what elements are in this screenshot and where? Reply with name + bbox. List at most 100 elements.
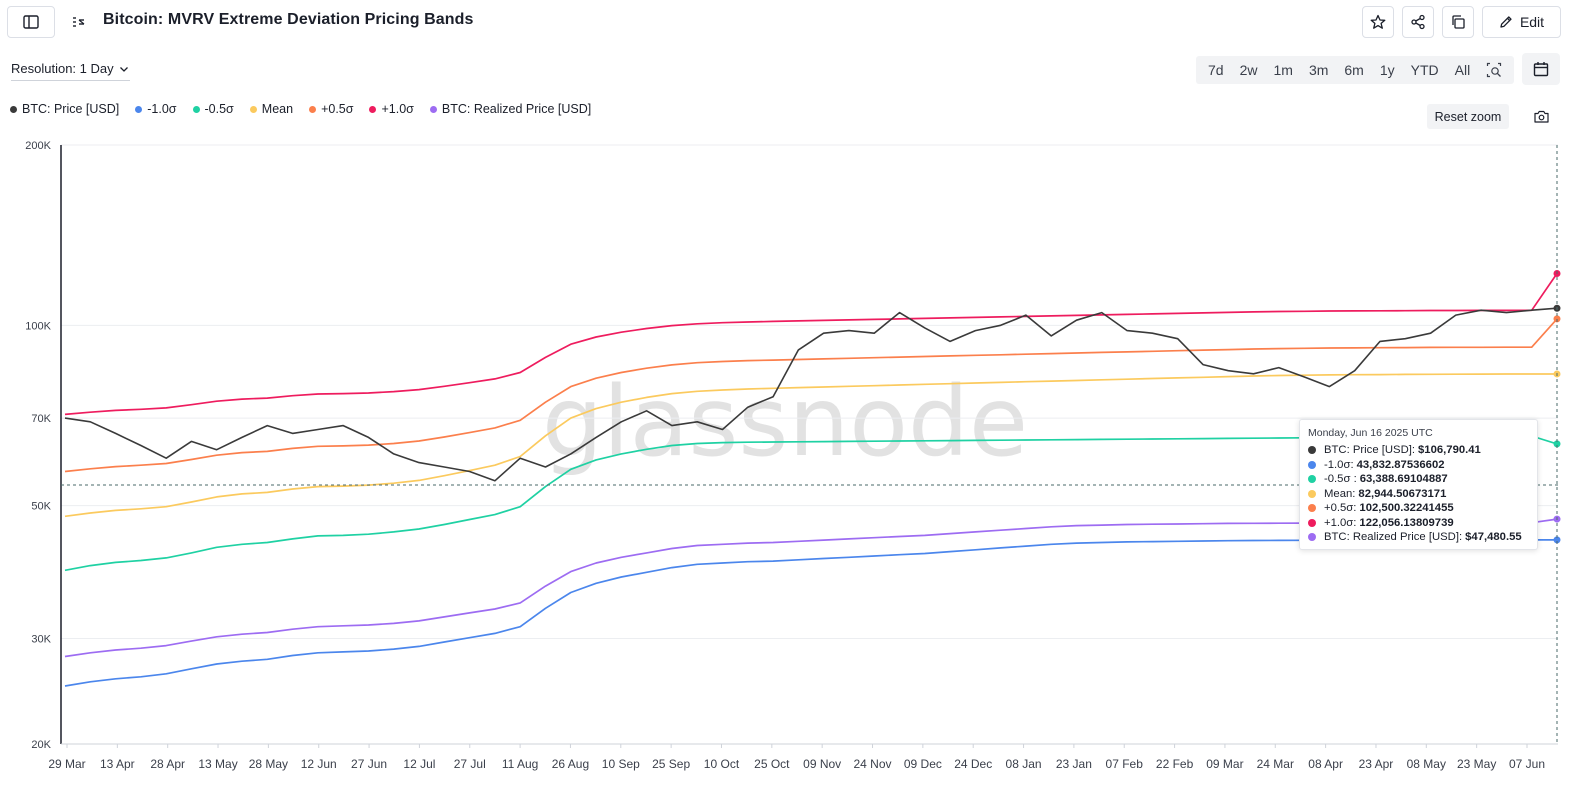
metric-list-icon[interactable]: [70, 14, 86, 30]
legend-dot: [429, 105, 437, 113]
tooltip-row: Mean: 82,944.50673171: [1308, 487, 1529, 502]
tooltip-dot: [1308, 446, 1316, 455]
camera-icon: [1533, 110, 1549, 123]
x-tick-label: 24 Mar: [1257, 757, 1294, 771]
range-ytd-button[interactable]: YTD: [1410, 62, 1439, 78]
y-tick-label: 70K: [31, 413, 51, 425]
tooltip-value: 43,832.87536602: [1356, 458, 1445, 471]
range-6m-button[interactable]: 6m: [1344, 62, 1364, 78]
share-button[interactable]: [1402, 6, 1434, 38]
legend-item-plus0-5sigma[interactable]: +0.5σ: [309, 102, 353, 116]
tooltip-value: $47,480.55: [1465, 531, 1522, 544]
legend-dot: [10, 105, 17, 113]
tooltip-row: BTC: Price [USD]: $106,790.41: [1308, 443, 1529, 458]
legend-label: +1.0σ: [381, 102, 414, 116]
chevron-down-icon: [119, 66, 128, 72]
x-tick-label: 24 Dec: [954, 757, 992, 771]
tooltip-row: BTC: Realized Price [USD]: $47,480.55: [1308, 530, 1529, 545]
x-tick-label: 27 Jun: [351, 757, 387, 771]
tooltip-row: -0.5σ :63,388.69104887: [1308, 472, 1529, 487]
x-tick-label: 28 Apr: [150, 757, 185, 771]
y-tick-label: 100K: [25, 320, 51, 332]
y-tick-label: 50K: [31, 501, 51, 513]
x-tick-label: 11 Aug: [502, 757, 538, 771]
tooltip-label: BTC: Realized Price [USD]:: [1324, 531, 1463, 544]
x-tick-label: 25 Sep: [652, 757, 690, 771]
tooltip-row: -1.0σ: 43,832.87536602: [1308, 458, 1529, 473]
tooltip-dot: [1308, 460, 1316, 469]
favorite-button[interactable]: [1362, 6, 1394, 38]
top-bar: Bitcoin: MVRV Extreme Deviation Pricing …: [0, 0, 1575, 44]
tooltip-value: 82,944.50673171: [1358, 487, 1447, 500]
x-tick-label: 08 Jan: [1006, 757, 1042, 771]
legend-item-btc-price-usd[interactable]: BTC: Price [USD]: [10, 102, 119, 116]
chart-legend: BTC: Price [USD] -1.0σ -0.5σ Mean +0.5σ +1.0σ…: [10, 102, 591, 116]
legend-item-btc-realized-price-usd[interactable]: BTC: Realized Price [USD]: [429, 102, 591, 116]
zoom-area-icon: [1487, 62, 1502, 78]
duplicate-button[interactable]: [1442, 6, 1474, 38]
legend-item-mean[interactable]: Mean: [249, 102, 293, 116]
range-3m-button[interactable]: 3m: [1308, 62, 1329, 78]
x-tick-label: 08 Apr: [1308, 757, 1343, 771]
series-line-plus0-5sigma: [64, 318, 1558, 473]
x-tick-label: 10 Oct: [704, 757, 740, 771]
reset-zoom-button[interactable]: Reset zoom: [1427, 104, 1509, 129]
legend-label: -1.0σ: [147, 102, 177, 116]
resolution-label: Resolution: 1 Day: [11, 61, 114, 76]
edit-button[interactable]: Edit: [1482, 6, 1561, 38]
x-tick-label: 12 Jun: [301, 757, 337, 771]
x-tick-label: 09 Dec: [904, 757, 942, 771]
range-all-button[interactable]: All: [1454, 62, 1471, 78]
tooltip-dot: [1308, 518, 1316, 527]
legend-dot: [192, 105, 200, 113]
series-end-point-minus1-0sigma: [1553, 536, 1561, 544]
series-end-point-plus0-5sigma: [1553, 315, 1561, 323]
star-icon: [1370, 14, 1386, 29]
series-line-mean: [64, 373, 1557, 518]
x-tick-label: 13 May: [198, 757, 237, 771]
x-tick-label: 24 Nov: [854, 757, 892, 771]
chart-tooltip: Monday, Jun 16 2025 UTC BTC: Price [USD]…: [1299, 419, 1538, 550]
copy-icon: [1452, 15, 1465, 29]
x-tick-label: 29 Mar: [48, 757, 85, 771]
tooltip-label: +1.0σ:: [1324, 516, 1357, 529]
mvrv-chart[interactable]: glassnode 20K 30K 50K 70K 100K 200K 29 Mar 13 Ap…: [0, 135, 1575, 792]
range-1y-button[interactable]: 1y: [1379, 62, 1395, 78]
series-line-btc-price-usd: [64, 307, 1558, 482]
tooltip-dot: [1308, 489, 1316, 498]
series-end-point-minus0-5sigma: [1553, 440, 1561, 448]
zoom-select-button[interactable]: [1478, 56, 1510, 84]
y-tick-label: 200K: [25, 140, 51, 152]
x-tick-label: 09 Nov: [803, 757, 841, 771]
y-tick-label: 30K: [31, 634, 51, 646]
pencil-icon: [1500, 16, 1512, 28]
x-tick-label: 09 Mar: [1206, 757, 1243, 771]
legend-item-minus1-0sigma[interactable]: -1.0σ: [135, 102, 177, 116]
tooltip-dot: [1308, 533, 1316, 542]
tooltip-dot: [1308, 475, 1316, 484]
range-7d-button[interactable]: 7d: [1208, 62, 1224, 78]
x-tick-label: 12 Jul: [403, 757, 435, 771]
legend-dot: [309, 105, 317, 113]
legend-dot: [135, 105, 143, 113]
date-picker-button[interactable]: [1522, 53, 1560, 85]
series-line-minus1-0sigma: [64, 539, 1557, 687]
tooltip-value: 102,500.32241455: [1359, 502, 1454, 515]
glassnode-watermark: glassnode: [542, 366, 1028, 478]
tooltip-label: BTC: Price [USD]:: [1324, 444, 1416, 457]
screenshot-button[interactable]: [1530, 106, 1552, 126]
sidebar-toggle-button[interactable]: [7, 6, 55, 38]
range-2w-button[interactable]: 2w: [1239, 62, 1258, 78]
x-tick-label: 22 Feb: [1156, 757, 1194, 771]
sidebar-panel-icon: [23, 15, 39, 29]
tooltip-row: +1.0σ: 122,056.13809739: [1308, 516, 1529, 531]
x-tick-label: 28 May: [249, 757, 288, 771]
legend-item-minus0-5sigma[interactable]: -0.5σ: [192, 102, 234, 116]
y-tick-label: 20K: [31, 739, 51, 751]
range-1m-button[interactable]: 1m: [1273, 62, 1293, 78]
resolution-select[interactable]: Resolution: 1 Day: [11, 61, 130, 81]
tooltip-label: Mean:: [1324, 487, 1356, 500]
x-tick-label: 26 Aug: [552, 757, 589, 771]
legend-item-plus1-0sigma[interactable]: +1.0σ: [369, 102, 414, 116]
x-tick-label: 23 Jan: [1056, 757, 1092, 771]
